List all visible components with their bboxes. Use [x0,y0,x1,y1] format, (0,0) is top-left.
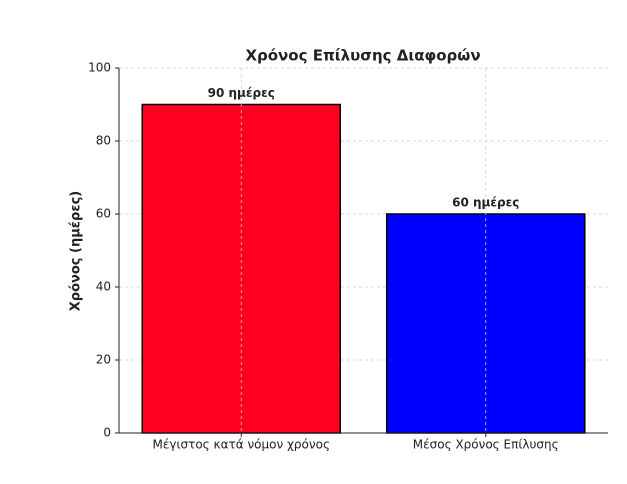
y-axis-label: Χρόνος (ημέρες) [69,191,84,311]
chart-title: Χρόνος Επίλυσης Διαφορών [245,47,480,65]
y-tick-label: 80 [96,134,111,148]
x-tick-label: Μέγιστος κατά νόμον χρόνος [153,438,330,452]
y-tick-label: 20 [96,353,111,367]
y-tick-label: 40 [96,280,111,294]
x-tick-label: Μέσος Χρόνος Επίλυσης [413,438,559,452]
y-tick-label: 100 [88,61,111,75]
y-tick-label: 60 [96,207,111,221]
y-tick-label: 0 [103,426,111,440]
